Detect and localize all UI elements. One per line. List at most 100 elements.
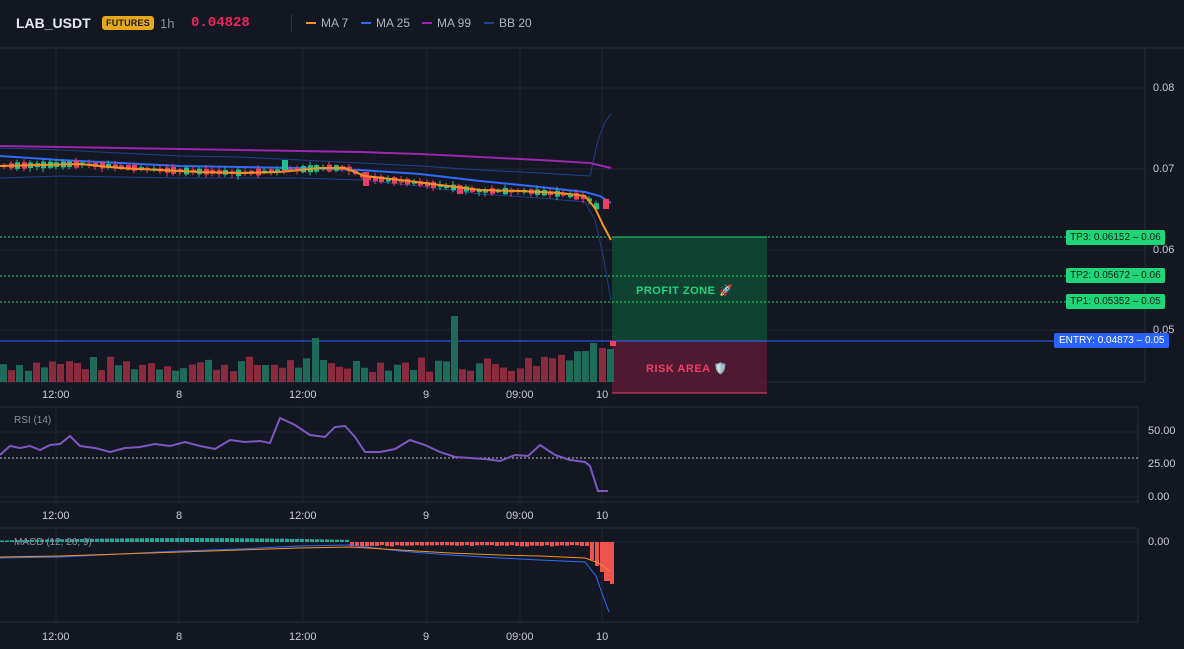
volume-bar <box>98 370 105 382</box>
tp2-tag[interactable]: TP2: 0.05672 – 0.06 <box>1066 268 1165 283</box>
tp1-tag[interactable]: TP1: 0.05352 – 0.05 <box>1066 294 1165 309</box>
price-label-1: 0.07 <box>1153 163 1175 175</box>
legend-ma99[interactable]: MA 99 <box>422 16 471 30</box>
ma99-line <box>0 145 612 169</box>
time-label-main-0: 12:00 <box>42 389 70 401</box>
volume-bar <box>541 356 548 382</box>
legend-ma25[interactable]: MA 25 <box>361 16 410 30</box>
macd-histogram-bar <box>600 542 604 572</box>
volume-bar <box>549 358 556 382</box>
futures-badge: FUTURES <box>102 16 154 30</box>
volume-bar <box>287 360 294 382</box>
macd-histogram-bar <box>400 542 404 546</box>
macd-histogram-bar <box>260 538 264 542</box>
macd-histogram-bar <box>535 542 539 546</box>
candle-body <box>282 160 288 170</box>
horizontal-grid <box>0 87 1145 543</box>
volume-bar <box>49 361 56 382</box>
macd-histogram-bar <box>120 538 124 542</box>
time-label-macd-3: 9 <box>423 631 430 643</box>
volume-bar <box>443 361 450 382</box>
volume-bar <box>254 364 261 382</box>
price-label-0: 0.08 <box>1153 82 1175 94</box>
volume-bar <box>377 362 384 382</box>
macd-histogram-bar <box>85 538 89 542</box>
macd-histogram-bar <box>395 542 399 546</box>
macd-histogram-bar <box>440 542 444 546</box>
volume-bar <box>123 361 130 382</box>
risk-zone-label: RISK AREA 🛡️ <box>646 363 728 375</box>
tp3-tag[interactable]: TP3: 0.06152 – 0.06 <box>1066 230 1165 245</box>
ma25-line <box>0 155 612 204</box>
volume-bar <box>361 367 368 382</box>
macd-histogram-bar <box>265 538 269 542</box>
volume-bar <box>328 363 335 382</box>
volume-bar <box>451 316 458 382</box>
time-label-rsi-1: 8 <box>176 510 183 522</box>
symbol-title[interactable]: LAB_USDT <box>16 15 91 31</box>
macd-histogram-bar <box>560 542 564 546</box>
volume-bar <box>590 343 597 382</box>
candle-body <box>457 186 463 194</box>
macd-histogram-bar <box>35 539 39 542</box>
profit-zone-label: PROFIT ZONE 🚀 <box>636 285 734 297</box>
macd-histogram-bar <box>500 542 504 546</box>
rsi-axis-2: 0.00 <box>1148 491 1170 503</box>
macd-histogram-bar <box>405 542 409 546</box>
volume-bar <box>139 364 146 382</box>
macd-histogram-bar <box>575 542 579 546</box>
macd-histogram-bar <box>390 542 394 547</box>
legend-ma7[interactable]: MA 7 <box>306 16 348 30</box>
volume-bar <box>246 356 253 382</box>
time-label-main-4: 09:00 <box>506 389 534 401</box>
macd-histogram-bar <box>310 539 314 542</box>
volume-bar <box>484 358 491 382</box>
macd-histogram <box>0 538 614 584</box>
macd-histogram-bar <box>430 542 434 546</box>
macd-histogram-bar <box>465 542 469 546</box>
timeframe-label[interactable]: 1h <box>160 16 175 31</box>
entry-tag-axis: 0.05 <box>1145 335 1165 346</box>
macd-histogram-bar <box>360 542 364 547</box>
volume-bar <box>295 367 302 382</box>
entry-tag-label: ENTRY: 0.04873 <box>1059 335 1134 346</box>
macd-histogram-bar <box>215 538 219 542</box>
macd-histogram-bar <box>350 542 354 547</box>
entry-tag[interactable]: ENTRY: 0.04873 – 0.05 <box>1054 333 1170 348</box>
legend-bb20[interactable]: BB 20 <box>484 16 532 30</box>
signal-line <box>0 546 610 572</box>
macd-histogram-bar <box>5 540 9 542</box>
macd-histogram-bar <box>490 542 494 546</box>
macd-histogram-bar <box>420 542 424 546</box>
macd-histogram-bar <box>250 538 254 542</box>
macd-title[interactable]: MACD (12, 26, 9) <box>14 537 92 548</box>
volume-bar <box>418 357 425 382</box>
macd-histogram-bar <box>330 539 334 542</box>
legend-label-ma25: MA 25 <box>376 16 411 30</box>
macd-histogram-bar <box>245 538 249 542</box>
volume-bar <box>566 360 573 382</box>
macd-histogram-bar <box>10 540 14 542</box>
time-label-macd-0: 12:00 <box>42 631 70 643</box>
macd-histogram-bar <box>555 542 559 546</box>
candle-body <box>373 176 378 181</box>
volume-bar <box>410 369 417 382</box>
candle-body <box>386 178 391 182</box>
macd-histogram-bar <box>604 542 613 581</box>
macd-histogram-bar <box>495 542 499 546</box>
macd-histogram-bar <box>365 542 369 547</box>
candle-body <box>594 203 599 210</box>
macd-histogram-bar <box>160 538 164 542</box>
macd-histogram-bar <box>20 540 24 542</box>
volume-bar <box>426 371 433 382</box>
header-divider <box>291 14 292 32</box>
macd-histogram-bar <box>315 539 319 542</box>
time-label-main-1: 8 <box>176 389 183 401</box>
rsi-title[interactable]: RSI (14) <box>14 415 52 426</box>
time-label-rsi-5: 10 <box>596 510 609 522</box>
macd-histogram-bar <box>550 542 554 547</box>
volume-bar <box>369 371 376 382</box>
macd-histogram-bar <box>595 542 599 566</box>
macd-histogram-bar <box>0 540 4 542</box>
